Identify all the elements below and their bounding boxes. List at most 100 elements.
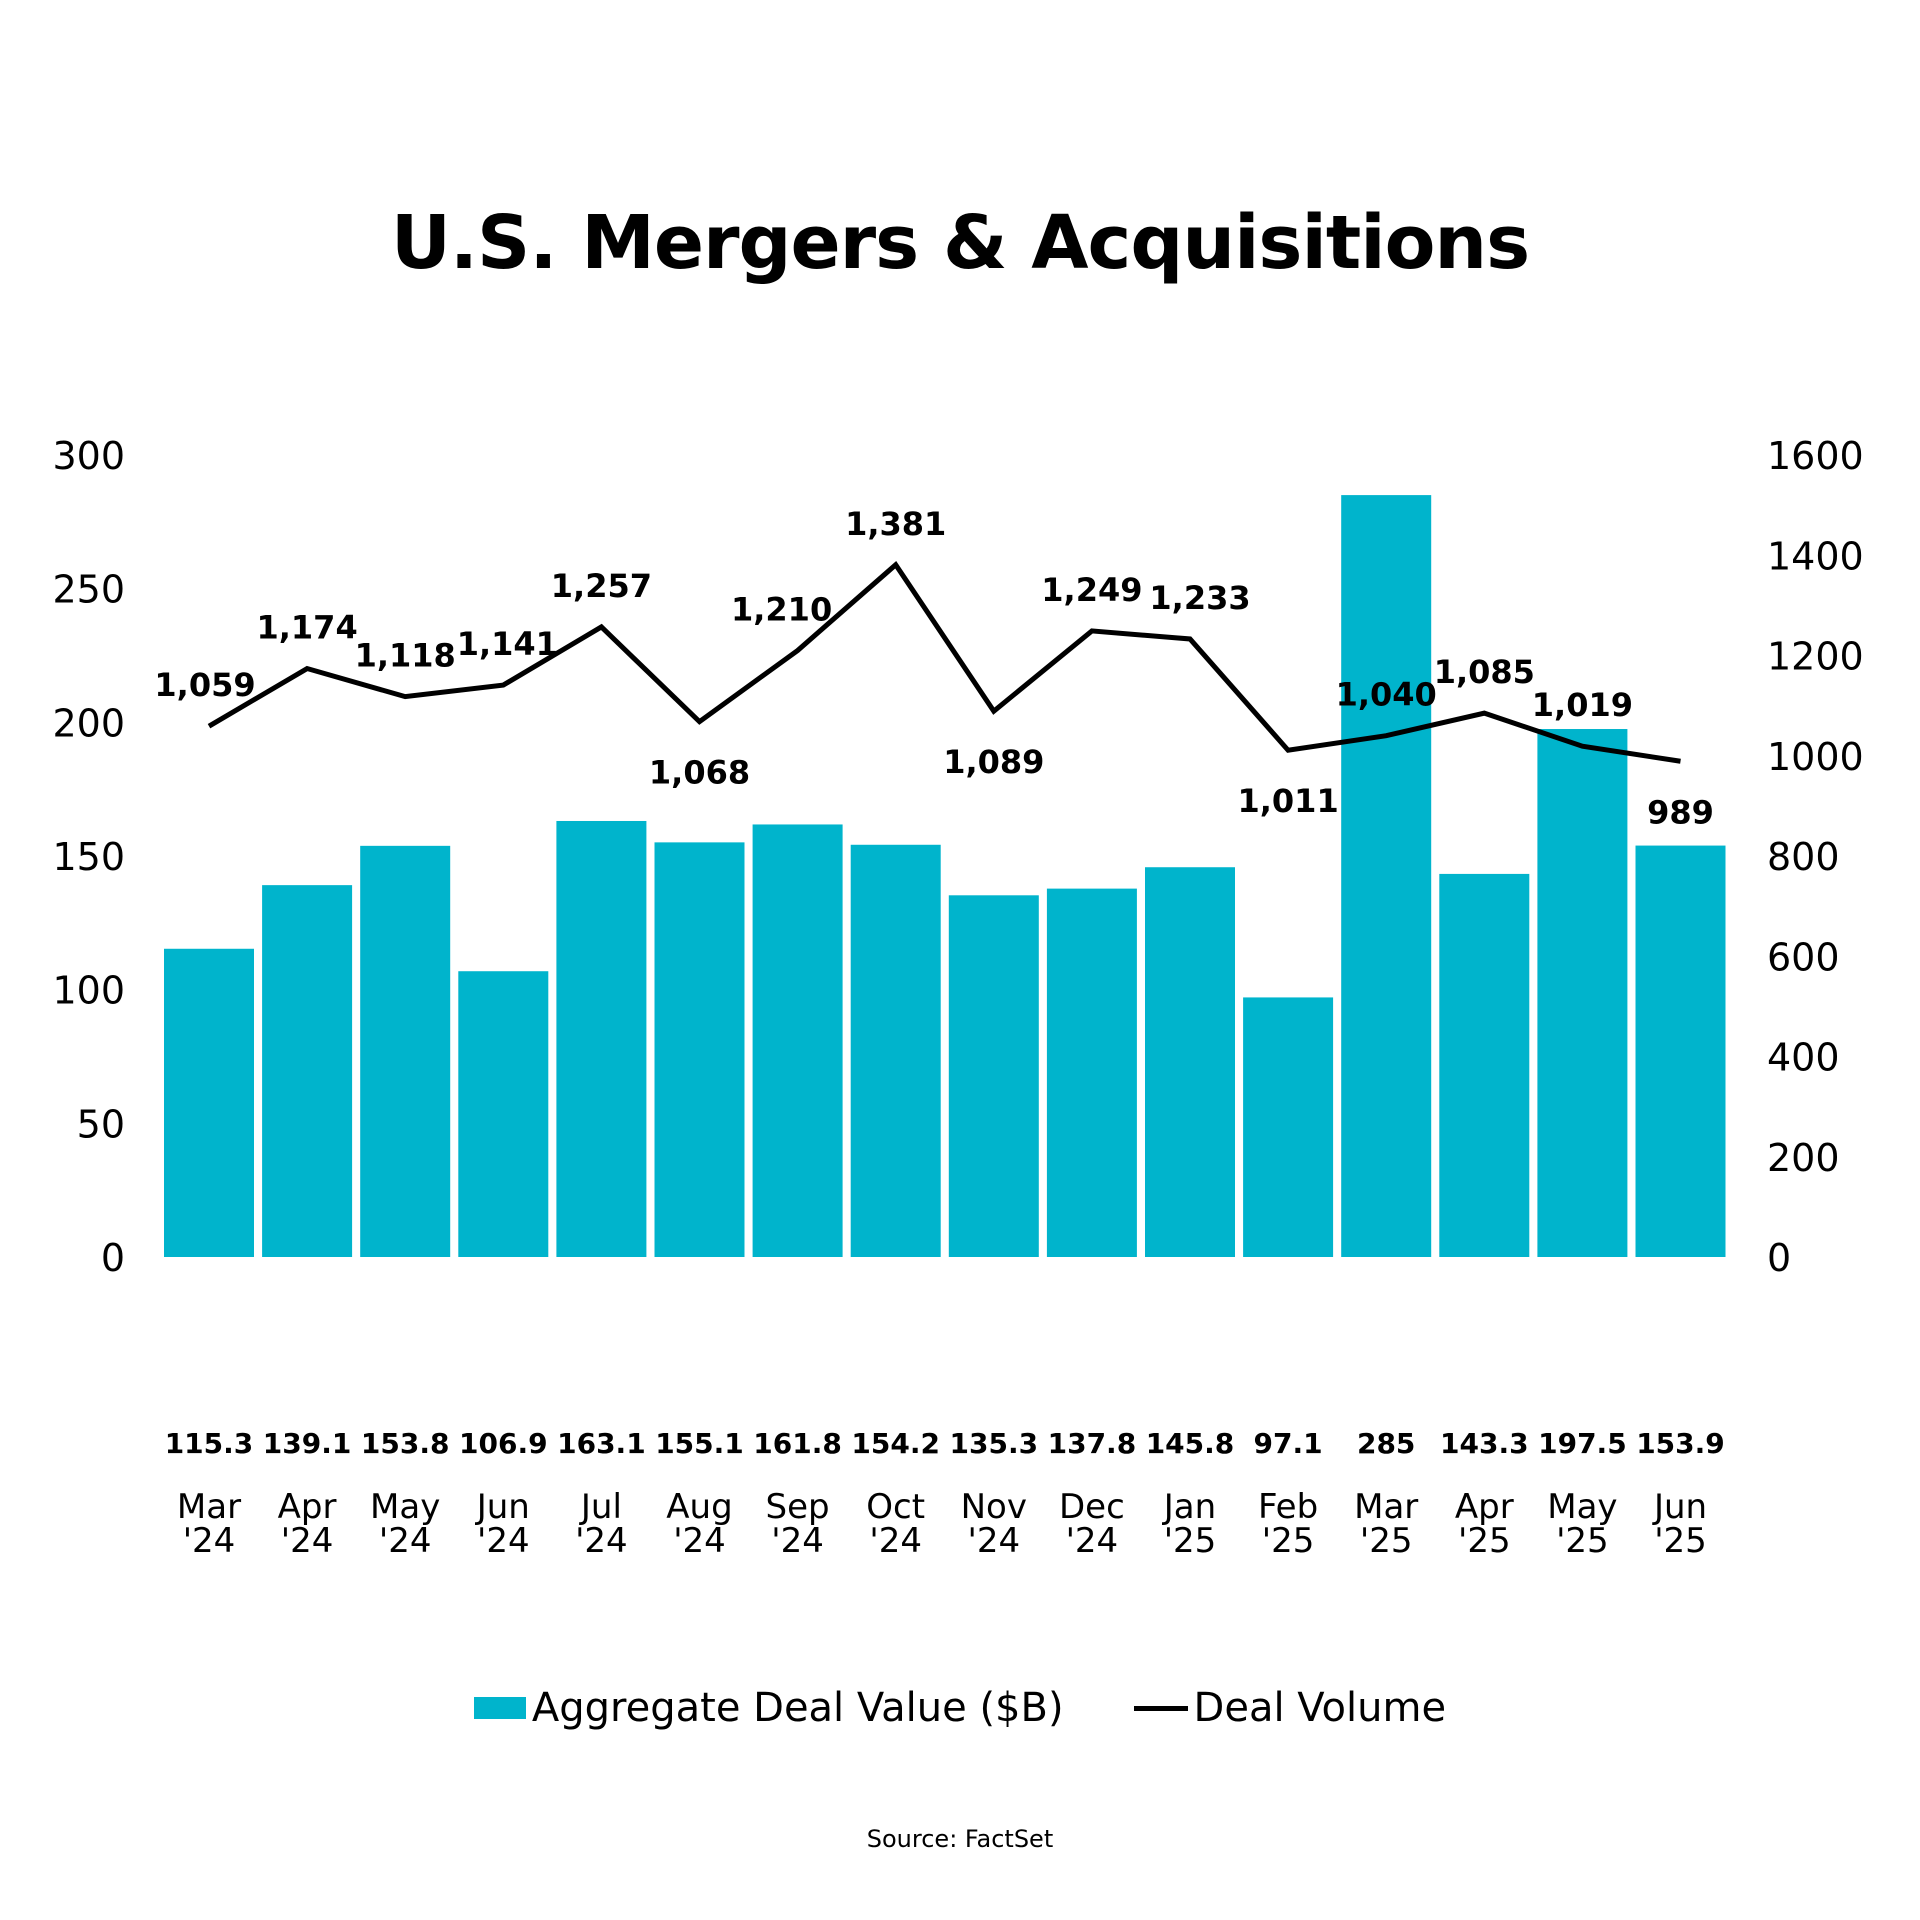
line-value-label: 1,210 xyxy=(731,590,832,628)
y-left-tick-label: 250 xyxy=(52,568,125,612)
line-value-label: 989 xyxy=(1647,793,1714,831)
bar xyxy=(752,824,843,1257)
x-tick-label-year: '25 xyxy=(1556,1521,1609,1561)
x-tick-label-month: Feb xyxy=(1258,1487,1318,1527)
bar xyxy=(360,845,451,1257)
bar-value-label: 161.8 xyxy=(753,1427,842,1460)
y-left-tick-label: 0 xyxy=(101,1236,125,1280)
line-value-label: 1,011 xyxy=(1237,782,1338,820)
bar xyxy=(1537,729,1628,1257)
bar-value-label: 285 xyxy=(1357,1427,1415,1460)
line-value-label: 1,089 xyxy=(943,743,1044,781)
x-tick-label-year: '24 xyxy=(967,1521,1020,1561)
bar-value-label: 137.8 xyxy=(1048,1427,1137,1460)
bar xyxy=(556,820,647,1257)
deal-volume-line xyxy=(207,561,1681,764)
x-tick-label-month: Jun xyxy=(475,1487,530,1527)
x-tick-label-year: '24 xyxy=(673,1521,726,1561)
x-tick-label-year: '24 xyxy=(183,1521,236,1561)
bar-value-label: 115.3 xyxy=(165,1427,254,1460)
bar-value-label: 145.8 xyxy=(1146,1427,1235,1460)
x-tick-label-month: Nov xyxy=(961,1487,1027,1527)
line-value-label: 1,068 xyxy=(649,754,750,792)
y-left-tick-label: 100 xyxy=(52,969,125,1013)
bar-value-label: 153.8 xyxy=(361,1427,450,1460)
bar-value-label: 197.5 xyxy=(1538,1427,1627,1460)
x-tick-label-month: Jan xyxy=(1162,1487,1216,1527)
line-value-label: 1,085 xyxy=(1434,653,1535,691)
x-tick-label-year: '24 xyxy=(1066,1521,1119,1561)
legend-label-deal-volume: Deal Volume xyxy=(1193,1685,1447,1731)
x-tick-label-year: '25 xyxy=(1164,1521,1217,1561)
y-right-tick-label: 200 xyxy=(1767,1136,1840,1180)
legend: Aggregate Deal Value ($B) Deal Volume xyxy=(0,1685,1920,1731)
x-tick-label-month: Sep xyxy=(766,1487,830,1527)
line-value-label: 1,059 xyxy=(154,666,255,704)
bar xyxy=(1243,997,1334,1257)
x-tick-label-month: Oct xyxy=(866,1487,925,1527)
y-right-tick-label: 1000 xyxy=(1767,735,1864,779)
bar-value-label: 153.9 xyxy=(1636,1427,1725,1460)
legend-item-deal-value: Aggregate Deal Value ($B) xyxy=(473,1685,1064,1731)
y-left-tick-label: 300 xyxy=(52,434,125,478)
bar xyxy=(850,844,941,1257)
bar xyxy=(1046,888,1137,1257)
bar xyxy=(1145,867,1235,1257)
line-value-label: 1,040 xyxy=(1336,676,1437,714)
y-right-tick-label: 0 xyxy=(1767,1236,1791,1280)
x-tick-label-year: '24 xyxy=(771,1521,824,1561)
y-left-tick-label: 50 xyxy=(77,1102,125,1146)
y-left-tick-label: 200 xyxy=(52,701,125,745)
bar xyxy=(654,842,745,1257)
x-tick-label-year: '24 xyxy=(379,1521,432,1561)
source-note: Source: FactSet xyxy=(866,1825,1054,1853)
line-value-label: 1,141 xyxy=(457,625,558,663)
y-left-tick-label: 150 xyxy=(52,835,125,879)
line-value-label: 1,381 xyxy=(845,505,946,543)
x-tick-label-year: '25 xyxy=(1360,1521,1413,1561)
x-tick-label-month: May xyxy=(1547,1487,1617,1527)
bar-value-label: 154.2 xyxy=(851,1427,940,1460)
bar xyxy=(1439,873,1530,1257)
line-value-label: 1,174 xyxy=(256,609,357,647)
line-value-label: 1,019 xyxy=(1532,686,1633,724)
bar xyxy=(262,885,353,1257)
y-right-tick-label: 1600 xyxy=(1767,434,1864,478)
x-tick-label-month: Dec xyxy=(1059,1487,1125,1527)
bar-value-label: 97.1 xyxy=(1254,1427,1323,1460)
y-right-tick-label: 400 xyxy=(1767,1036,1840,1080)
bar xyxy=(1341,495,1432,1258)
x-tick-label-year: '25 xyxy=(1262,1521,1315,1561)
legend-label-deal-value: Aggregate Deal Value ($B) xyxy=(531,1685,1064,1731)
x-tick-label-year: '24 xyxy=(575,1521,628,1561)
line-value-label: 1,118 xyxy=(355,637,456,675)
bar xyxy=(164,948,254,1257)
bar-value-label: 163.1 xyxy=(557,1427,646,1460)
x-tick-label-month: Apr xyxy=(1455,1487,1514,1527)
bar-value-label: 139.1 xyxy=(263,1427,352,1460)
bar-value-label: 155.1 xyxy=(655,1427,744,1460)
line-value-label: 1,249 xyxy=(1041,571,1142,609)
legend-swatch-line xyxy=(1133,1705,1188,1711)
x-tick-label-month: Jun xyxy=(1652,1487,1707,1527)
x-tick-label-month: Apr xyxy=(278,1487,337,1527)
bar-value-label: 143.3 xyxy=(1440,1427,1529,1460)
x-tick-label-year: '25 xyxy=(1458,1521,1511,1561)
legend-item-deal-volume: Deal Volume xyxy=(1133,1685,1447,1731)
x-tick-label-month: May xyxy=(370,1487,440,1527)
y-right-tick-label: 1400 xyxy=(1767,534,1864,578)
bar xyxy=(948,895,1039,1257)
x-tick-label-month: Aug xyxy=(666,1487,732,1527)
bar xyxy=(1635,845,1726,1257)
chart-title: U.S. Mergers & Acquisitions xyxy=(390,200,1530,286)
bar xyxy=(458,971,549,1257)
bar-value-label: 135.3 xyxy=(950,1427,1039,1460)
line-value-label: 1,233 xyxy=(1149,579,1250,617)
bar-value-label: 106.9 xyxy=(459,1427,548,1460)
y-right-tick-label: 1200 xyxy=(1767,635,1864,679)
x-tick-label-year: '24 xyxy=(281,1521,334,1561)
x-tick-label-month: Mar xyxy=(177,1487,241,1527)
x-tick-label-year: '24 xyxy=(869,1521,922,1561)
x-tick-label-month: Mar xyxy=(1354,1487,1418,1527)
